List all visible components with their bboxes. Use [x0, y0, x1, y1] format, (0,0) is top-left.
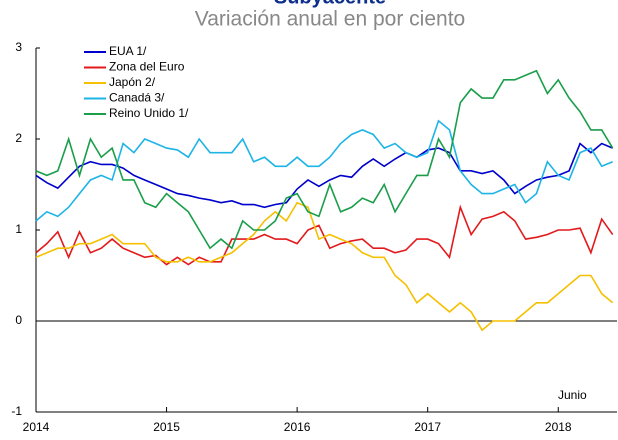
- legend-label: EUA 1/: [109, 44, 147, 58]
- series-line: [35, 69, 614, 250]
- x-tick-label: 2017: [414, 420, 441, 434]
- legend-label: Japón 2/: [109, 75, 156, 89]
- x-tick-label: 2018: [545, 420, 572, 434]
- y-tick-label: 2: [15, 131, 22, 145]
- x-tick-label: 2016: [284, 420, 311, 434]
- y-tick-label: 3: [15, 40, 22, 54]
- y-tick-label: -1: [11, 404, 22, 418]
- y-tick-label: 0: [15, 313, 22, 327]
- legend-label: Reino Unido 1/: [109, 106, 189, 120]
- legend-label: Canadá 3/: [109, 91, 165, 105]
- legend-label: Zona del Euro: [109, 60, 185, 74]
- series-line: [35, 119, 613, 222]
- x-tick-label: 2014: [23, 420, 50, 434]
- y-tick-label: 1: [15, 222, 22, 236]
- series-line: [35, 204, 614, 266]
- series-line: [35, 142, 613, 209]
- chart-title: Subyacente: [274, 0, 386, 8]
- annotation: Junio: [558, 388, 587, 402]
- x-tick-label: 2015: [153, 420, 180, 434]
- series-line: [35, 201, 614, 332]
- chart-subtitle: Variación anual en por ciento: [195, 8, 465, 31]
